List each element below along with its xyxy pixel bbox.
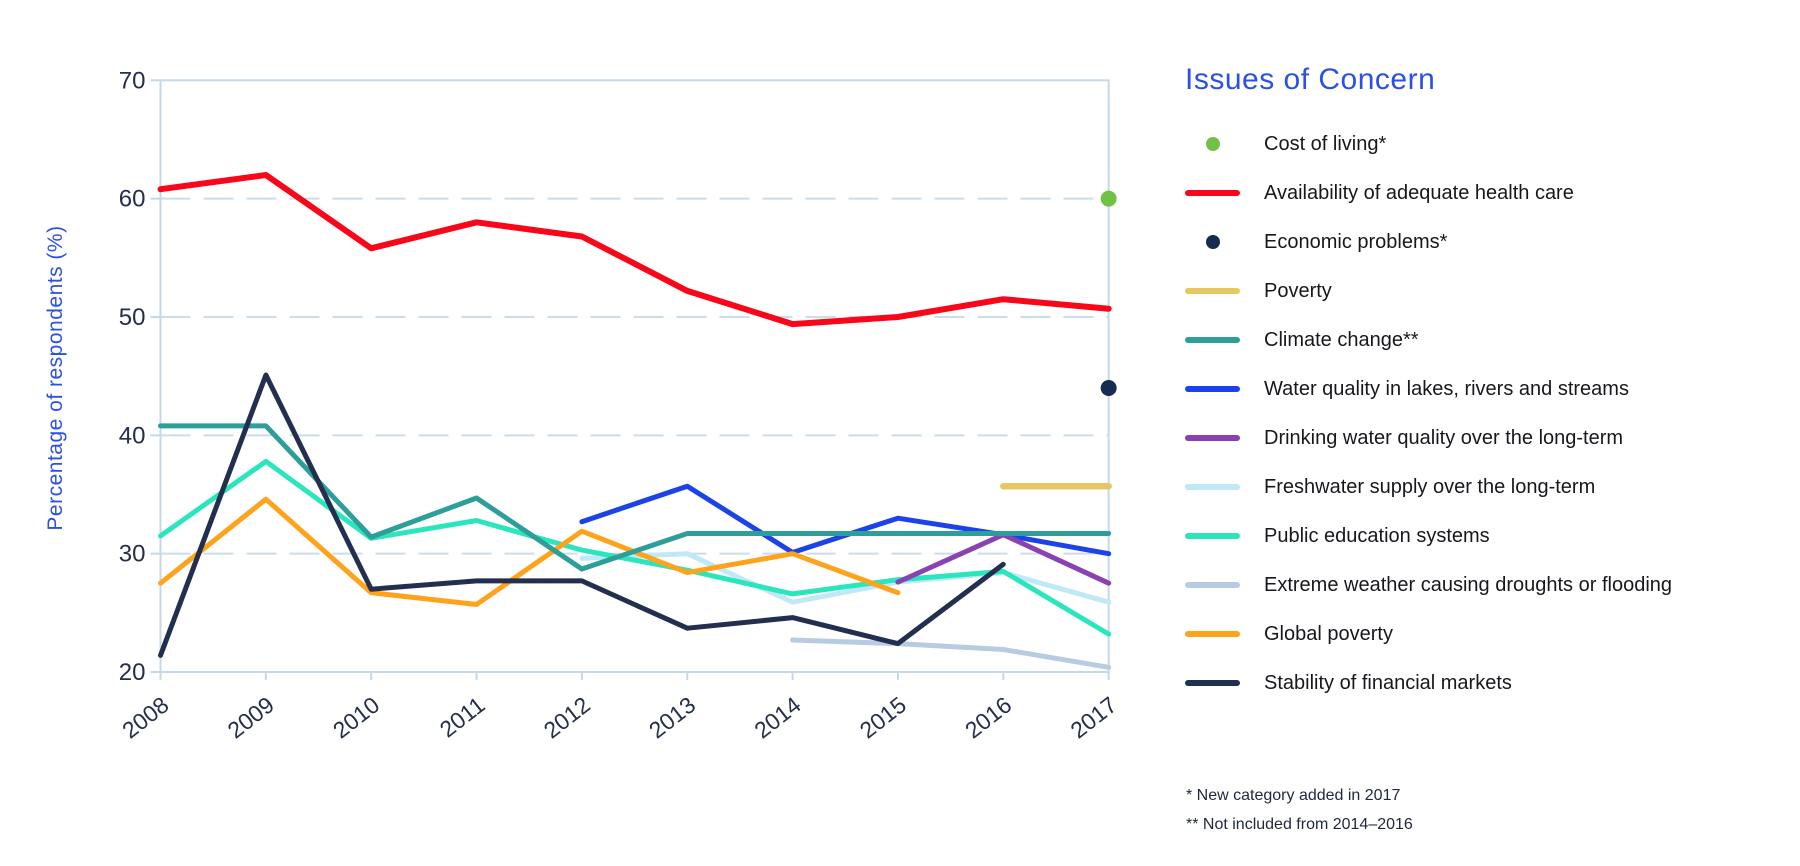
x-tick-label: 2010 — [328, 691, 384, 743]
legend-line-swatch-public-education-systems — [1185, 533, 1240, 539]
y-tick-label: 40 — [119, 422, 146, 449]
legend-item-cost-of-living: Cost of living* — [1185, 120, 1785, 169]
legend-swatch-column — [1185, 435, 1240, 441]
legend-label: Cost of living* — [1264, 132, 1387, 155]
legend-label: Public education systems — [1264, 524, 1490, 547]
series-point-economic-problems — [1100, 379, 1117, 396]
footnotes: * New category added in 2017 ** Not incl… — [1186, 781, 1413, 839]
footnote-not-included: ** Not included from 2014–2016 — [1186, 816, 1413, 833]
legend-label: Climate change** — [1264, 328, 1419, 351]
legend-swatch-column — [1185, 235, 1240, 249]
legend-dot-swatch-economic-problems — [1205, 235, 1220, 249]
y-tick-label: 50 — [119, 304, 146, 331]
legend-line-swatch-poverty — [1185, 288, 1240, 294]
legend-swatch-column — [1185, 137, 1240, 151]
series-line-public-education-systems — [158, 458, 1112, 637]
legend: Issues of Concern — [1185, 63, 1785, 97]
series-point-cost-of-living — [1100, 190, 1117, 207]
legend-line-swatch-stability-of-financial-markets — [1185, 680, 1240, 686]
legend-line-swatch-water-quality-in-lakes-rivers-and-streams — [1185, 386, 1240, 392]
legend-label: Poverty — [1264, 279, 1332, 302]
y-tick-label: 20 — [119, 659, 146, 686]
series-line-global-poverty — [158, 496, 901, 607]
plot-border — [159, 79, 1110, 674]
legend-item-stability-of-financial-markets: Stability of financial markets — [1185, 659, 1785, 708]
legend-label: Extreme weather causing droughts or floo… — [1264, 573, 1673, 596]
legend-label: Freshwater supply over the long-term — [1264, 475, 1596, 498]
legend-item-water-quality-in-lakes-rivers-and-streams: Water quality in lakes, rivers and strea… — [1185, 365, 1785, 414]
y-tick-label: 70 — [119, 67, 146, 94]
legend-label: Availability of adequate health care — [1264, 181, 1574, 204]
legend-item-global-poverty: Global poverty — [1185, 610, 1785, 659]
legend-line-swatch-extreme-weather-causing-droughts-or-flooding — [1185, 582, 1240, 588]
x-tick-label: 2014 — [749, 691, 805, 743]
x-tick-label: 2012 — [539, 691, 595, 743]
legend-line-swatch-global-poverty — [1185, 631, 1240, 637]
x-tick-label: 2016 — [960, 691, 1016, 743]
legend-label: Global poverty — [1264, 622, 1393, 645]
x-tick-label: 2015 — [855, 691, 911, 743]
legend-swatch-column — [1185, 484, 1240, 490]
legend-title: Issues of Concern — [1185, 63, 1436, 96]
legend-item-climate-change: Climate change** — [1185, 316, 1785, 365]
legend-label: Drinking water quality over the long-ter… — [1264, 426, 1624, 449]
legend-line-swatch-drinking-water-quality-over-the-long-term — [1185, 435, 1240, 441]
legend-swatch-column — [1185, 337, 1240, 343]
legend-swatch-column — [1185, 533, 1240, 539]
legend-line-swatch-freshwater-supply-over-the-long-term — [1185, 484, 1240, 490]
legend-label: Stability of financial markets — [1264, 671, 1512, 694]
footnote-new-category: * New category added in 2017 — [1186, 787, 1401, 804]
x-tick-label: 2011 — [435, 691, 490, 742]
legend-swatch-column — [1185, 631, 1240, 637]
legend-item-economic-problems: Economic problems* — [1185, 218, 1785, 267]
series-line-freshwater-supply-over-the-long-term — [579, 551, 1112, 605]
x-tick-label: 2008 — [117, 691, 173, 743]
legend-label: Water quality in lakes, rivers and strea… — [1264, 377, 1629, 400]
legend-line-swatch-availability-of-adequate-health-care — [1185, 190, 1240, 196]
series-line-stability-of-financial-markets — [158, 372, 1006, 658]
x-tick-label: 2009 — [223, 691, 279, 743]
legend-item-availability-of-adequate-health-care: Availability of adequate health care — [1185, 169, 1785, 218]
legend-item-drinking-water-quality-over-the-long-term: Drinking water quality over the long-ter… — [1185, 414, 1785, 463]
legend-swatch-column — [1185, 386, 1240, 392]
legend-label: Economic problems* — [1264, 230, 1448, 253]
y-tick-label: 30 — [119, 541, 146, 568]
legend-items: Cost of living* Availability of adequate … — [1185, 120, 1785, 708]
legend-dot-swatch-cost-of-living — [1205, 137, 1220, 151]
legend-item-extreme-weather-causing-droughts-or-flooding: Extreme weather causing droughts or floo… — [1185, 561, 1785, 610]
legend-item-poverty: Poverty — [1185, 267, 1785, 316]
series-line-availability-of-adequate-health-care — [157, 172, 1112, 328]
legend-swatch-column — [1185, 680, 1240, 686]
x-tick-label: 2017 — [1065, 691, 1121, 743]
legend-swatch-column — [1185, 288, 1240, 294]
legend-item-public-education-systems: Public education systems — [1185, 512, 1785, 561]
x-tick-label: 2013 — [644, 691, 700, 743]
series-line-extreme-weather-causing-droughts-or-flooding — [790, 637, 1112, 670]
legend-swatch-column — [1185, 190, 1240, 196]
y-tick-label: 60 — [119, 186, 146, 213]
legend-swatch-column — [1185, 582, 1240, 588]
legend-line-swatch-climate-change — [1185, 337, 1240, 343]
legend-item-freshwater-supply-over-the-long-term: Freshwater supply over the long-term — [1185, 463, 1785, 512]
y-axis-title: Percentage of respondents (%) — [44, 225, 67, 530]
